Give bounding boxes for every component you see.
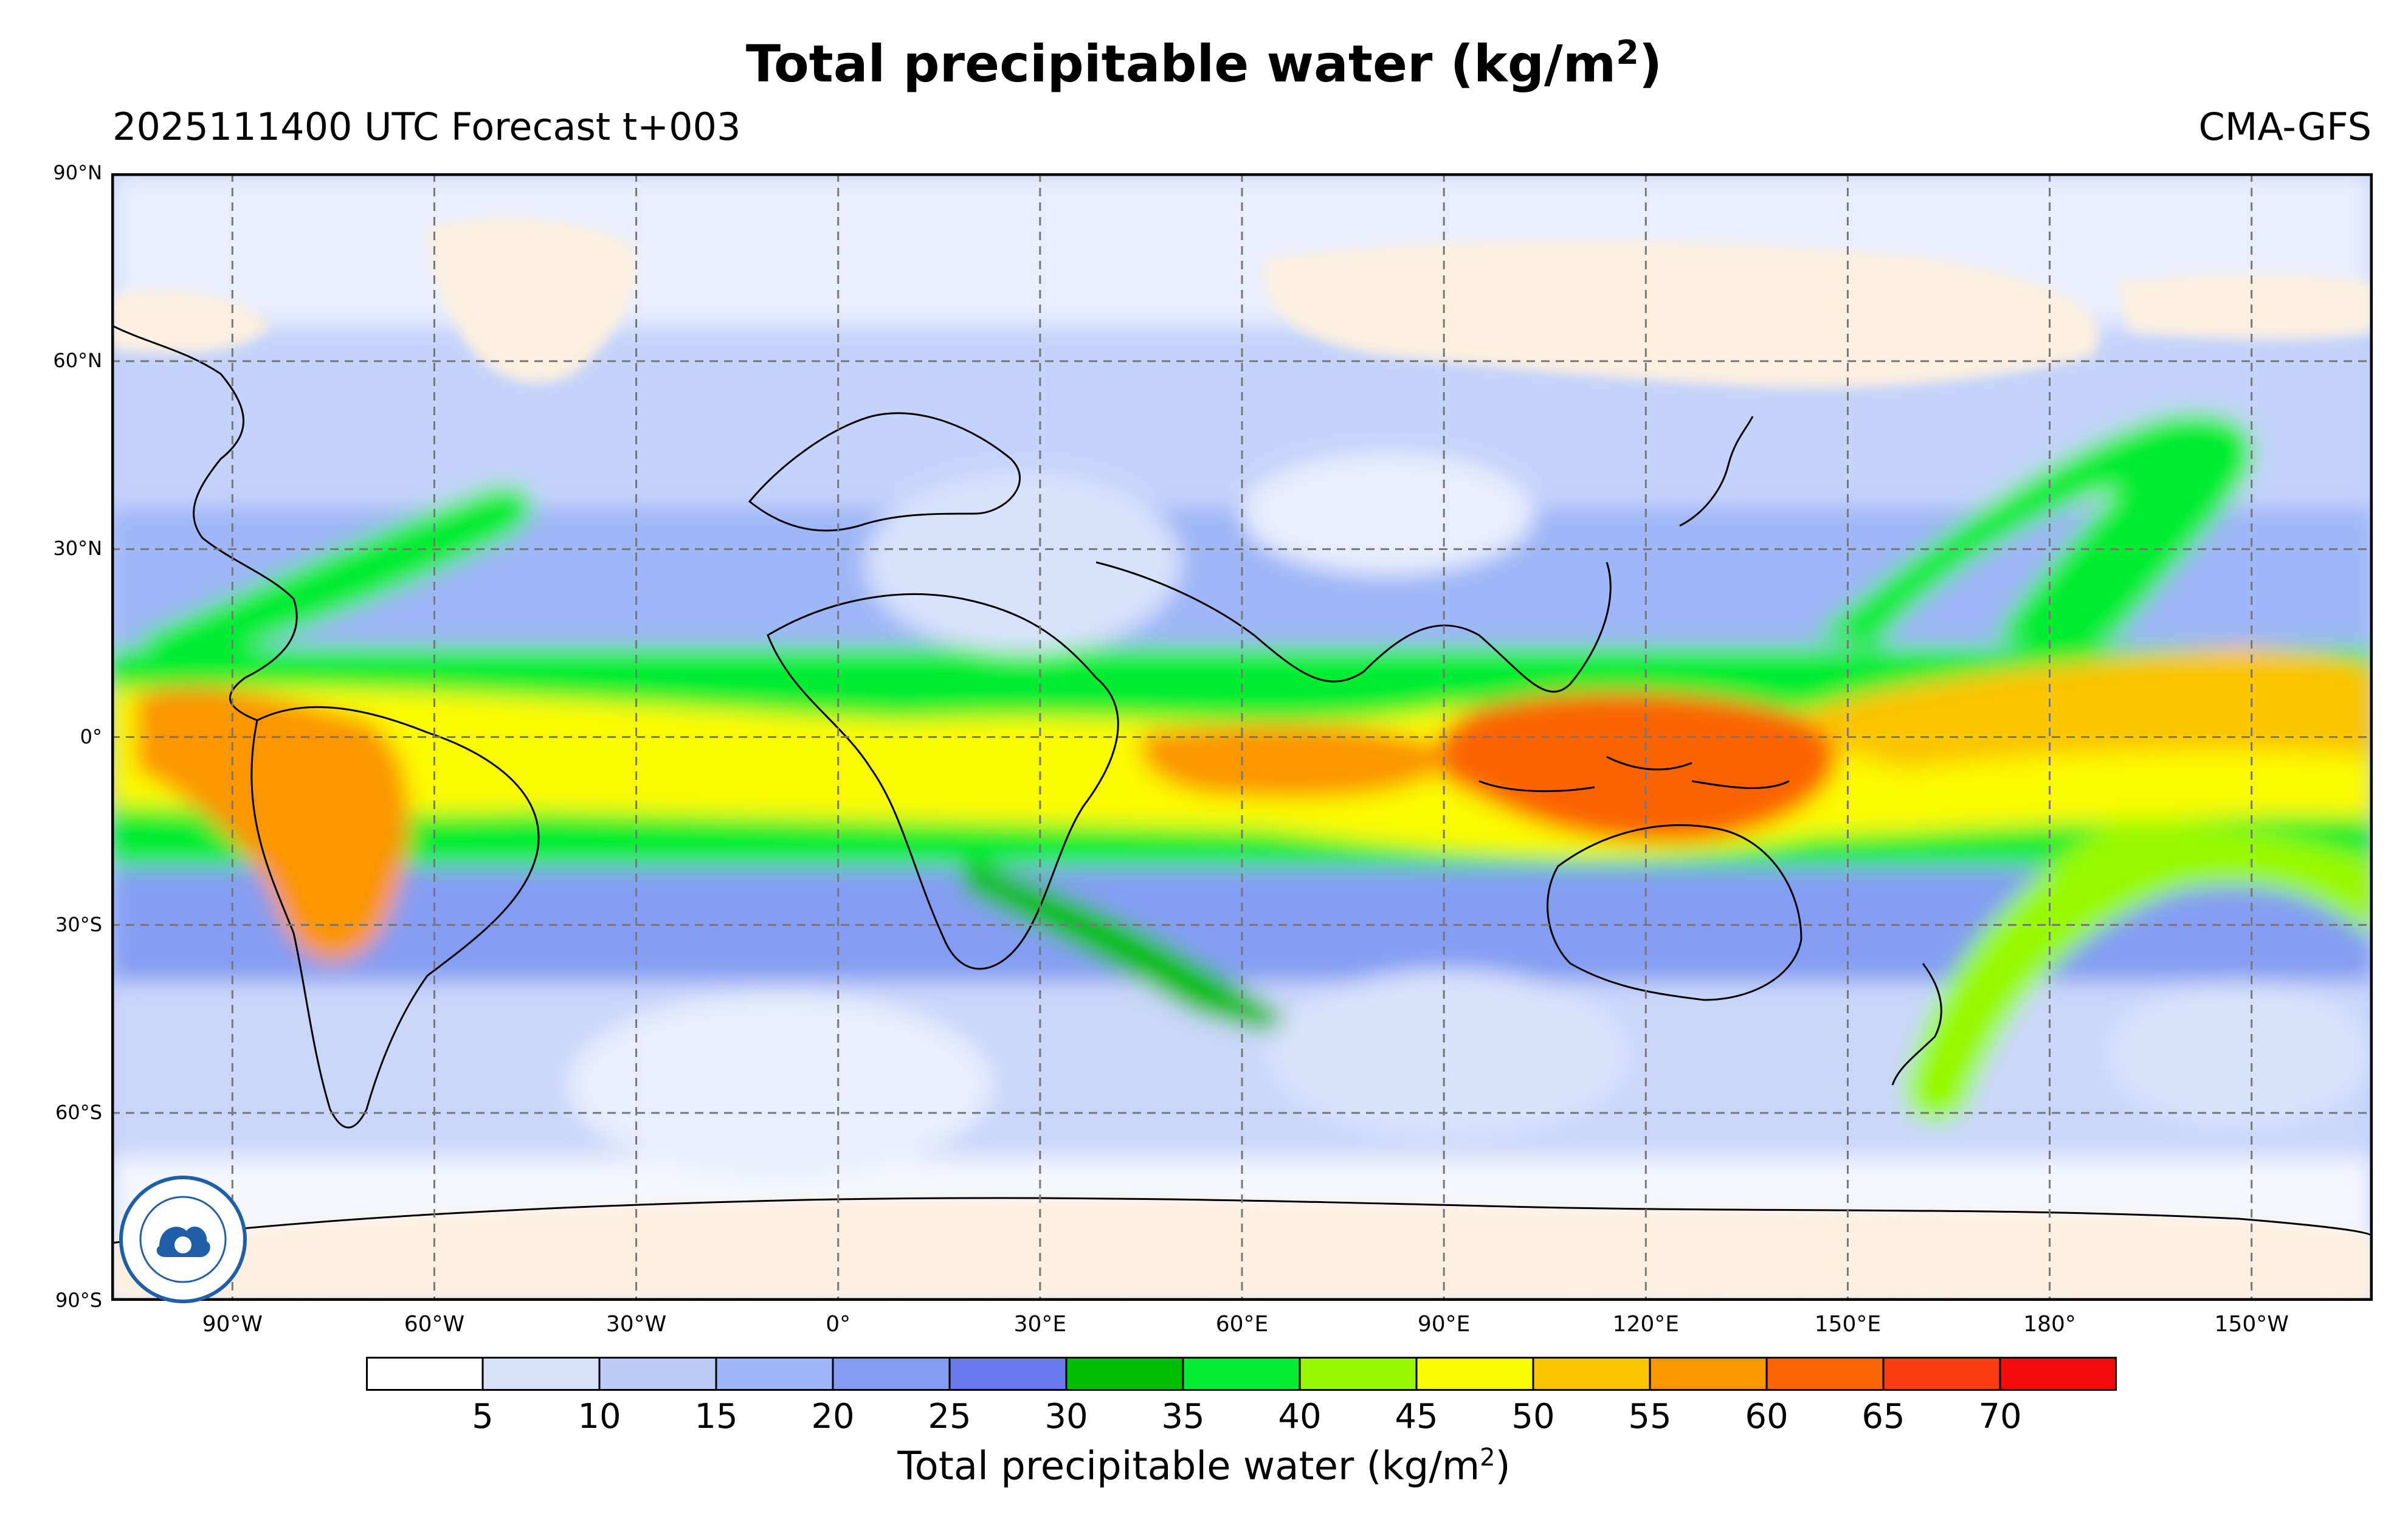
coast-north-america	[111, 324, 298, 722]
field-tibet-dry	[1242, 453, 1534, 574]
map-frame	[111, 173, 2373, 1301]
colorbar-cell	[1415, 1357, 1534, 1391]
colorbar-cell	[1765, 1357, 1885, 1391]
precipitable-water-map	[111, 173, 2373, 1301]
coast-australia	[1547, 824, 1803, 1001]
latitude-tick-label: 30°S	[55, 912, 102, 936]
latitude-tick-label: 30°N	[53, 537, 102, 560]
colorbar	[366, 1357, 2117, 1391]
colorbar-cell	[1532, 1357, 1651, 1391]
colorbar-cell	[598, 1357, 717, 1391]
longitude-tick-label: 90°W	[202, 1312, 263, 1337]
longitude-tick-label: 0°	[826, 1312, 851, 1337]
field-south-indian-river	[962, 860, 1297, 1030]
coast-africa	[767, 593, 1119, 970]
colorbar-tick: 60	[1745, 1397, 1789, 1436]
field-north-atlantic-river	[142, 487, 533, 672]
field-indian-ocean-moist	[1140, 725, 1449, 798]
colorbar-tick: 50	[1511, 1397, 1555, 1436]
colorbar-tick: 70	[1978, 1397, 2022, 1436]
colorbar-cell	[715, 1357, 834, 1391]
land-siberia	[1264, 240, 2099, 388]
cma-logo	[117, 1173, 249, 1306]
longitude-tick-label: 30°E	[1013, 1312, 1067, 1337]
colorbar-tick: 15	[694, 1397, 738, 1436]
map-panel	[111, 173, 2373, 1301]
field-sahara-dry	[865, 471, 1181, 653]
field-amazon-core	[136, 687, 409, 961]
latitude-tick-label: 0°	[80, 725, 102, 748]
coast-new-zealand	[1891, 963, 1942, 1086]
colorbar-cell	[1182, 1357, 1301, 1391]
field-north-pacific-river	[1813, 413, 2254, 652]
colorbar-tick: 40	[1278, 1397, 1322, 1436]
coast-asia-south	[1095, 561, 1612, 693]
land-north-america-north	[2117, 274, 2373, 339]
map-title: Total precipitable water (kg/m2)	[745, 33, 1663, 94]
land-antarctica	[111, 1197, 2373, 1301]
colorbar-tick: 10	[578, 1397, 621, 1436]
land-canada-west	[111, 290, 269, 353]
latitude-tick-label: 90°S	[55, 1289, 102, 1312]
colorbar-tick: 35	[1161, 1397, 1205, 1436]
longitude-tick-label: 90°E	[1417, 1312, 1471, 1337]
model-name-label: CMA-GFS	[2198, 105, 2372, 149]
colorbar-cell	[481, 1357, 601, 1391]
colorbar-cell	[948, 1357, 1068, 1391]
colorbar-cell	[1882, 1357, 2001, 1391]
coast-europe	[748, 412, 1021, 532]
colorbar-cell	[1649, 1357, 1768, 1391]
cma-emblem-icon	[119, 1176, 247, 1303]
colorbar-tick: 25	[928, 1397, 971, 1436]
field-south-atlantic-dry	[567, 994, 993, 1176]
colorbar-tick: 45	[1395, 1397, 1438, 1436]
field-south-indian-dry	[1266, 970, 1631, 1140]
colorbar-tick: 5	[472, 1397, 494, 1436]
land-greenland	[427, 218, 636, 383]
colorbar-frame	[366, 1357, 2117, 1391]
colorbar-label: Total precipitable water (kg/m2)	[897, 1444, 1511, 1489]
colorbar-tick: 30	[1044, 1397, 1088, 1436]
colorbar-cell	[1065, 1357, 1184, 1391]
latitude-tick-label: 60°N	[53, 349, 102, 373]
longitude-tick-label: 150°W	[2214, 1312, 2289, 1337]
colorbar-cell	[1299, 1357, 1418, 1391]
longitude-tick-label: 60°E	[1215, 1312, 1269, 1337]
graticule	[111, 173, 2373, 1301]
coast-japan	[1679, 416, 1754, 527]
field-south-pacific-river	[1905, 818, 2373, 1122]
coast-antarctica	[111, 1197, 2373, 1244]
longitude-tick-label: 120°E	[1612, 1312, 1680, 1337]
longitude-tick-label: 30°W	[605, 1312, 667, 1337]
colorbar-cell	[1999, 1357, 2117, 1391]
coast-indonesia	[1478, 756, 1790, 793]
field-pacific-plume	[1812, 647, 2373, 769]
colorbar-cell	[832, 1357, 951, 1391]
colorbar-cell	[366, 1357, 484, 1391]
longitude-tick-label: 60°W	[404, 1312, 465, 1337]
longitude-tick-label: 150°E	[1814, 1312, 1882, 1337]
field-south-pacific-dry	[2105, 982, 2373, 1128]
forecast-time-label: 2025111400 UTC Forecast t+003	[112, 105, 741, 149]
colorbar-tick: 20	[811, 1397, 855, 1436]
latitude-tick-label: 60°S	[55, 1100, 102, 1124]
colorbar-tick: 55	[1628, 1397, 1672, 1436]
latitude-tick-label: 90°N	[53, 161, 102, 184]
longitude-tick-label: 180°	[2023, 1312, 2076, 1337]
colorbar-tick: 65	[1861, 1397, 1905, 1436]
